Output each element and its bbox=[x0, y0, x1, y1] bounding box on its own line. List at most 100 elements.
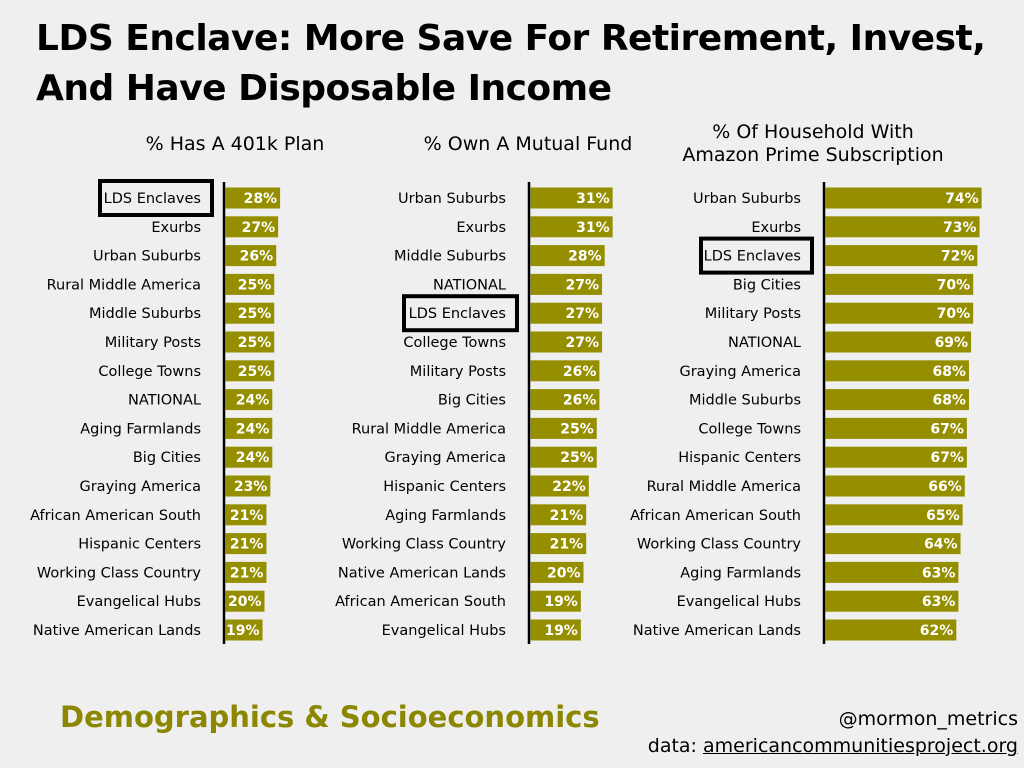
chart3-category-label-13: Working Class Country bbox=[637, 537, 802, 553]
chart2-value-label-14: 20% bbox=[547, 565, 581, 581]
chart2-value-label-9: 25% bbox=[560, 421, 594, 437]
chart2-value-label-5: 27% bbox=[566, 306, 600, 322]
chart2-value-label-10: 25% bbox=[560, 450, 594, 466]
chart3-category-label-15: Evangelical Hubs bbox=[677, 594, 801, 610]
chart1-value-label-6: 25% bbox=[238, 335, 272, 351]
chart3-category-label-5: Military Posts bbox=[705, 306, 801, 322]
chart1-bar-9 bbox=[225, 417, 273, 439]
chart2-value-label-1: 31% bbox=[576, 191, 610, 207]
chart3-value-label-2: 73% bbox=[943, 220, 977, 236]
chart2-category-label-10: Graying America bbox=[384, 450, 506, 466]
chart2-category-label-2: Exurbs bbox=[456, 220, 506, 236]
chart3-title-line-2: Amazon Prime Subscription bbox=[682, 144, 943, 166]
chart2-bar-10 bbox=[530, 446, 597, 468]
chart2-value-label-8: 26% bbox=[563, 393, 597, 409]
chart3-value-label-3: 72% bbox=[941, 249, 975, 265]
chart2-category-label-1: Urban Suburbs bbox=[398, 191, 506, 207]
chart3-bar-8 bbox=[825, 389, 969, 411]
chart2-category-label-9: Rural Middle America bbox=[352, 421, 506, 437]
chart3-value-label-16: 62% bbox=[920, 623, 954, 639]
chart3-value-label-6: 69% bbox=[935, 335, 969, 351]
chart3-bar-1 bbox=[825, 187, 982, 209]
chart1-value-label-13: 21% bbox=[230, 537, 264, 553]
chart2-category-label-4: NATIONAL bbox=[433, 277, 506, 293]
chart3-value-label-4: 70% bbox=[937, 277, 971, 293]
chart1-value-label-5: 25% bbox=[238, 306, 272, 322]
chart2-bar-1 bbox=[530, 187, 613, 209]
chart1-bar-7 bbox=[225, 360, 275, 382]
chart2-bar-7 bbox=[530, 360, 600, 382]
chart1-title: % Has A 401k Plan bbox=[146, 133, 325, 155]
chart3-value-label-9: 67% bbox=[930, 421, 964, 437]
chart3-bar-11 bbox=[825, 475, 965, 497]
chart1-category-label-9: Aging Farmlands bbox=[80, 421, 201, 437]
chart2-bar-4 bbox=[530, 273, 603, 295]
chart3-bar-6 bbox=[825, 331, 972, 353]
charts-area: % Has A 401k Plan 28% LDS Enclaves 27% Exurb… bbox=[30, 121, 982, 644]
chart1-bar-5 bbox=[225, 302, 275, 324]
chart2-bar-15 bbox=[530, 590, 581, 612]
chart1-value-label-9: 24% bbox=[236, 421, 270, 437]
chart2-category-label-16: Evangelical Hubs bbox=[382, 623, 506, 639]
chart1-bar-16 bbox=[225, 619, 263, 641]
title-line-2: And Have Disposable Income bbox=[36, 68, 612, 109]
chart3-bar-3 bbox=[825, 245, 978, 267]
chart1-bar-1 bbox=[225, 187, 281, 209]
chart2-bar-14 bbox=[530, 561, 584, 583]
chart1-value-label-8: 24% bbox=[236, 393, 270, 409]
chart3-value-label-15: 63% bbox=[922, 594, 956, 610]
chart3-bar-14 bbox=[825, 561, 959, 583]
chart1-highlight-box bbox=[98, 179, 214, 217]
chart1-value-label-10: 24% bbox=[236, 450, 270, 466]
chart2-value-label-12: 21% bbox=[550, 508, 584, 524]
chart3-category-label-4: Big Cities bbox=[733, 277, 801, 293]
chart2-value-label-11: 22% bbox=[552, 479, 586, 495]
chart3-category-label-12: African American South bbox=[630, 508, 801, 524]
chart3-category-label-7: Graying America bbox=[679, 364, 801, 380]
chart1-bar-15 bbox=[225, 590, 265, 612]
chart1-category-label-5: Middle Suburbs bbox=[89, 306, 201, 322]
data-source-line: data: americancommunitiesproject.org bbox=[648, 733, 1018, 760]
chart3-bar-4 bbox=[825, 273, 974, 295]
chart1-category-label-14: Working Class Country bbox=[37, 565, 202, 581]
chart2-value-label-6: 27% bbox=[566, 335, 600, 351]
chart3-bar-10 bbox=[825, 446, 967, 468]
chart1-category-label-8: NATIONAL bbox=[128, 393, 201, 409]
chart2-bar-16 bbox=[530, 619, 581, 641]
chart1-category-label-10: Big Cities bbox=[133, 450, 201, 466]
chart2-bar-2 bbox=[530, 216, 613, 238]
chart3-category-label-8: Middle Suburbs bbox=[689, 393, 801, 409]
chart1-category-label-15: Evangelical Hubs bbox=[77, 594, 201, 610]
chart1-bar-12 bbox=[225, 504, 267, 526]
chart1-bar-14 bbox=[225, 561, 267, 583]
chart3-value-label-7: 68% bbox=[932, 364, 966, 380]
data-source-link[interactable]: americancommunitiesproject.org bbox=[703, 735, 1018, 757]
chart3-highlight-box bbox=[699, 236, 814, 275]
chart3-value-label-13: 64% bbox=[924, 537, 958, 553]
chart3-bar-5 bbox=[825, 302, 974, 324]
chart3-value-label-5: 70% bbox=[937, 306, 971, 322]
chart2-bar-8 bbox=[530, 389, 600, 411]
chart1-category-label-12: African American South bbox=[30, 508, 201, 524]
chart1-bar-2 bbox=[225, 216, 279, 238]
chart2-title: % Own A Mutual Fund bbox=[424, 133, 633, 155]
chart3-bar-9 bbox=[825, 417, 967, 439]
chart2-category-label-3: Middle Suburbs bbox=[394, 249, 506, 265]
chart2-category-label-8: Big Cities bbox=[438, 393, 506, 409]
chart2-bar-6 bbox=[530, 331, 603, 353]
chart2-category-label-13: Working Class Country bbox=[342, 537, 507, 553]
chart-title: LDS Enclave: More Save For Retirement, I… bbox=[36, 14, 1016, 114]
chart2-category-label-7: Military Posts bbox=[410, 364, 506, 380]
chart3-category-label-2: Exurbs bbox=[751, 220, 801, 236]
chart1-bar-11 bbox=[225, 475, 271, 497]
chart3-category-label-3: LDS Enclaves bbox=[704, 249, 801, 265]
chart1-bar-8 bbox=[225, 389, 273, 411]
chart1-category-label-2: Exurbs bbox=[151, 220, 201, 236]
chart2-value-label-13: 21% bbox=[550, 537, 584, 553]
chart3-value-label-11: 66% bbox=[928, 479, 962, 495]
chart1-bar-3 bbox=[225, 245, 277, 267]
chart1-category-label-4: Rural Middle America bbox=[47, 277, 201, 293]
chart1-category-label-16: Native American Lands bbox=[33, 623, 201, 639]
chart1-value-label-14: 21% bbox=[230, 565, 264, 581]
chart2-bar-9 bbox=[530, 417, 597, 439]
